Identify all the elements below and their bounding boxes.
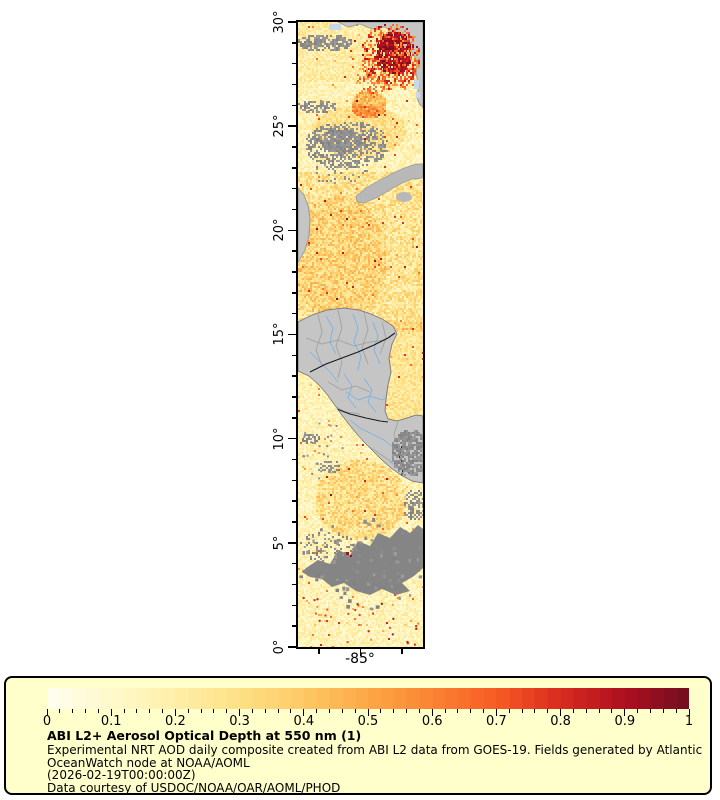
map-panel xyxy=(296,20,425,649)
axis-tick xyxy=(318,649,320,654)
colorbar-tick-label: 1 xyxy=(684,714,694,729)
axis-tick xyxy=(288,229,296,232)
lon-tick-label: -85° xyxy=(345,651,375,667)
aod-map-canvas xyxy=(298,22,423,647)
axis-tick xyxy=(288,21,296,23)
colorbar-tick-label: 0.4 xyxy=(293,714,315,729)
lat-tick-label: 5° xyxy=(272,535,287,551)
colorbar-tick-label: 0.9 xyxy=(614,714,636,729)
legend-description-line1: Experimental NRT AOD daily composite cre… xyxy=(47,743,703,757)
axis-tick xyxy=(401,649,403,654)
legend-credit: Data courtesy of USDOC/NOAA/OAR/AOML/PHO… xyxy=(47,780,341,795)
colorbar-tick-label: 0.5 xyxy=(357,714,379,729)
axis-tick xyxy=(288,542,296,544)
colorbar-tick-label: 0.3 xyxy=(229,714,250,729)
colorbar-canvas xyxy=(47,688,689,709)
axis-tick xyxy=(288,646,296,648)
lat-tick-label: 25° xyxy=(272,114,287,138)
lat-tick-label: 15° xyxy=(272,322,287,346)
axis-tick xyxy=(288,125,296,127)
axis-tick xyxy=(288,437,296,440)
colorbar-tick-label: 0.1 xyxy=(100,714,122,729)
colorbar-tick-label: 0 xyxy=(42,714,52,729)
colorbar-tick-label: 0.8 xyxy=(550,714,571,729)
legend-title: ABI L2+ Aerosol Optical Depth at 550 nm … xyxy=(47,728,362,743)
lat-tick-label: 20° xyxy=(272,218,287,242)
colorbar-tick-label: 0.2 xyxy=(165,714,186,729)
colorbar-tick-label: 0.7 xyxy=(486,714,507,729)
legend-description-line2: OceanWatch node at NOAA/AOML xyxy=(47,755,250,770)
lat-tick-label: 0° xyxy=(272,639,287,655)
legend-timestamp: (2026-02-19T00:00:00Z) xyxy=(47,768,196,782)
colorbar-tick-label: 0.6 xyxy=(421,714,443,729)
lat-tick-label: 10° xyxy=(272,427,287,451)
lat-tick-label: 30° xyxy=(272,10,287,34)
axis-tick xyxy=(288,333,296,336)
